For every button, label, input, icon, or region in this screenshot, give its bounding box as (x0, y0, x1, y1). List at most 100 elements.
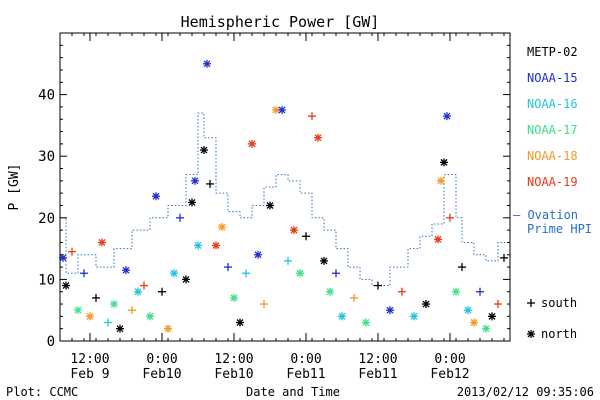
x-tick-label-date: Feb12 (430, 367, 469, 382)
data-point-70 (500, 253, 508, 262)
legend-ovation-line1: — Ovation (513, 208, 578, 222)
legend-series-metp-02: METP-02 (527, 45, 578, 59)
data-point-34 (248, 139, 256, 148)
data-point-20 (176, 213, 184, 222)
x-tick-label-date: Feb 9 (70, 367, 109, 382)
data-point-58 (437, 176, 445, 185)
data-point-33 (242, 269, 250, 278)
data-point-12 (128, 306, 136, 315)
data-point-18 (164, 324, 172, 333)
data-point-11 (122, 266, 130, 275)
data-point-52 (374, 281, 382, 290)
y-tick-label: 30 (38, 149, 55, 165)
legend-marker-label: south (541, 296, 577, 310)
data-point-7 (98, 238, 106, 247)
data-point-9 (110, 300, 118, 309)
data-point-21 (182, 275, 190, 284)
data-point-63 (458, 263, 466, 272)
data-point-45 (314, 133, 322, 142)
data-point-37 (266, 201, 274, 210)
y-tick-label: 20 (38, 211, 55, 227)
data-point-13 (134, 287, 142, 296)
data-point-8 (104, 318, 112, 327)
x-tick-label-date: Feb11 (286, 367, 325, 382)
data-point-54 (398, 287, 406, 296)
legend-series-noaa-15: NOAA-15 (527, 71, 578, 85)
data-point-25 (200, 146, 208, 155)
x-tick-label-date: Feb10 (142, 367, 181, 382)
ovation-prime-hpi-line (60, 112, 510, 287)
y-tick-label: 10 (38, 272, 55, 288)
legend-series-noaa-17: NOAA-17 (527, 123, 578, 137)
x-tick-label-time: 0:00 (434, 352, 465, 367)
data-point-17 (158, 287, 166, 296)
x-axis-label: Date and Time (246, 385, 340, 399)
y-tick-label: 0 (47, 334, 55, 350)
legend-series-noaa-19: NOAA-19 (527, 175, 578, 189)
data-point-64 (464, 306, 472, 315)
data-point-41 (290, 226, 298, 235)
data-point-62 (452, 287, 460, 296)
data-point-60 (443, 112, 451, 121)
x-tick-label-time: 12:00 (358, 352, 397, 367)
data-point-15 (146, 312, 154, 321)
x-tick-label-time: 12:00 (70, 352, 109, 367)
data-point-5 (86, 312, 94, 321)
data-point-50 (350, 293, 358, 302)
y-axis-label: P [GW] (7, 164, 22, 211)
data-point-14 (140, 281, 148, 290)
x-tick-label-time: 0:00 (290, 352, 321, 367)
data-point-31 (230, 293, 238, 302)
data-point-22 (188, 198, 196, 207)
data-point-26 (203, 59, 211, 68)
data-point-19 (170, 269, 178, 278)
data-point-47 (326, 287, 334, 296)
data-point-27 (206, 179, 214, 188)
data-point-4 (80, 269, 88, 278)
data-point-38 (272, 106, 280, 114)
data-point-3 (74, 306, 82, 315)
legend-marker-north: north (527, 327, 577, 341)
y-axis: 0 10 20 30 40 (38, 32, 510, 350)
data-point-53 (386, 306, 394, 315)
data-point-29 (218, 223, 226, 232)
data-point-57 (434, 235, 442, 244)
data-point-68 (488, 312, 496, 321)
legend-series-noaa-16: NOAA-16 (527, 97, 578, 111)
x-tick-label-time: 12:00 (214, 352, 253, 367)
legend: METP-02 NOAA-15 NOAA-16 NOAA-17 NOAA-18 NOAA-… (513, 45, 592, 341)
x-tick-label-date: Feb10 (214, 367, 253, 382)
plot-timestamp: 2013/02/12 09:35:06 (457, 385, 594, 399)
data-point-66 (476, 287, 484, 296)
data-point-10 (116, 324, 124, 333)
legend-marker-south: south (527, 296, 577, 310)
plot-credit: Plot: CCMC (6, 385, 78, 399)
data-point-55 (410, 312, 418, 321)
data-point-67 (482, 324, 490, 333)
data-point-46 (320, 256, 328, 265)
data-point-44 (308, 112, 316, 121)
data-point-35 (254, 250, 262, 259)
x-tick-label-date: Feb11 (358, 367, 397, 382)
data-point-36 (260, 300, 268, 309)
data-point-24 (194, 241, 202, 250)
data-point-61 (446, 213, 454, 222)
data-point-39 (278, 106, 286, 114)
data-point-65 (470, 318, 478, 327)
data-point-23 (191, 176, 199, 185)
data-point-16 (152, 192, 160, 201)
data-point-48 (332, 269, 340, 278)
data-point-6 (92, 293, 100, 302)
legend-series-noaa-18: NOAA-18 (527, 149, 578, 163)
data-point-30 (224, 263, 232, 272)
legend-marker-label: north (541, 327, 577, 341)
data-point-28 (212, 241, 220, 250)
data-point-42 (296, 269, 304, 278)
data-points (59, 59, 508, 333)
data-point-69 (494, 300, 502, 309)
data-point-49 (338, 312, 346, 321)
data-point-43 (302, 232, 310, 241)
data-point-1 (62, 281, 70, 290)
